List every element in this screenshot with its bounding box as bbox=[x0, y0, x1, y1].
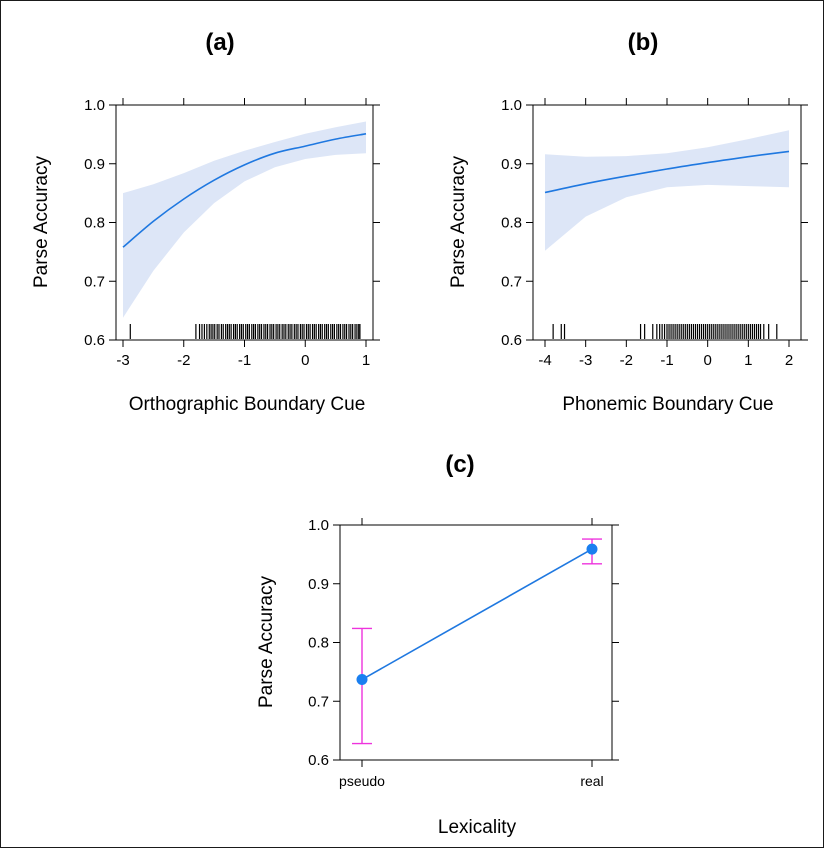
panel-b-y-tick-label: 0.8 bbox=[501, 215, 522, 232]
panel-c-x-tick-label: real bbox=[580, 773, 603, 789]
panel-a-x-axis-label: Orthographic Boundary Cue bbox=[129, 394, 366, 415]
panel-b-x-tick-label: 0 bbox=[703, 352, 711, 369]
panel-c-x-tick-label: pseudo bbox=[339, 773, 385, 789]
panel-a-y-ticks: 0.6 0.7 0.8 0.9 1.0 bbox=[84, 97, 380, 349]
panel-b: (b) 0.6 0.7 0.8 0.9 1.0 -4 -3 -2 -1 0 1 2 Parse Ac… bbox=[448, 29, 808, 415]
panel-b-y-tick-label: 0.7 bbox=[501, 273, 522, 290]
panel-b-y-tick-label: 0.6 bbox=[501, 332, 522, 349]
panel-b-x-axis-label: Phonemic Boundary Cue bbox=[562, 394, 773, 415]
panel-c-x-axis-label: Lexicality bbox=[438, 817, 517, 838]
panel-a-x-tick-label: -2 bbox=[177, 352, 190, 369]
panel-a: (a) 0.6 0.7 0.8 0.9 1.0 -3 -2 -1 0 1 Parse Accur… bbox=[31, 29, 380, 415]
panel-a-confidence-band bbox=[123, 121, 366, 318]
panel-c-y-tick-label: 0.6 bbox=[308, 752, 329, 769]
panel-a-y-tick-label: 0.6 bbox=[84, 332, 105, 349]
panel-b-fit-line bbox=[544, 150, 790, 194]
panel-a-title: (a) bbox=[205, 29, 234, 56]
panel-b-title: (b) bbox=[628, 29, 659, 56]
panel-b-x-tick-label: 2 bbox=[785, 352, 793, 369]
panel-a-x-tick-label: -3 bbox=[116, 352, 129, 369]
panel-b-y-ticks: 0.6 0.7 0.8 0.9 1.0 bbox=[501, 97, 808, 349]
panel-a-y-tick-label: 1.0 bbox=[84, 97, 105, 114]
panel-b-y-axis-label: Parse Accuracy bbox=[448, 156, 469, 288]
panel-b-x-tick-label: -4 bbox=[538, 352, 551, 369]
panel-c: (c) 0.6 0.7 0.8 0.9 1.0 pseudo real Parse Acc… bbox=[256, 451, 619, 838]
panel-b-confidence-band bbox=[545, 130, 789, 251]
panel-a-y-tick-label: 0.9 bbox=[84, 156, 105, 173]
panel-c-plot bbox=[352, 538, 602, 745]
panel-c-x-ticks: pseudo real bbox=[339, 518, 604, 789]
panel-c-y-axis-label: Parse Accuracy bbox=[256, 576, 277, 708]
panel-c-y-tick-label: 0.7 bbox=[308, 693, 329, 710]
panel-b-plot bbox=[544, 130, 790, 339]
panel-b-x-ticks: -4 -3 -2 -1 0 1 2 bbox=[538, 98, 793, 369]
panel-b-x-tick-label: 1 bbox=[744, 352, 752, 369]
panel-a-x-tick-label: 0 bbox=[301, 352, 309, 369]
panel-c-point bbox=[356, 674, 368, 686]
panel-c-title: (c) bbox=[445, 451, 474, 478]
panel-a-fit-line bbox=[122, 133, 367, 248]
panel-c-y-tick-label: 0.8 bbox=[308, 635, 329, 652]
panel-a-y-tick-label: 0.8 bbox=[84, 215, 105, 232]
panel-a-y-axis-label: Parse Accuracy bbox=[31, 156, 52, 288]
panel-a-x-ticks: -3 -2 -1 0 1 bbox=[116, 98, 370, 369]
panel-c-y-tick-label: 1.0 bbox=[308, 517, 329, 534]
panel-b-x-tick-label: -2 bbox=[620, 352, 633, 369]
panel-c-y-ticks: 0.6 0.7 0.8 0.9 1.0 bbox=[308, 517, 619, 769]
panel-b-x-tick-label: -3 bbox=[579, 352, 592, 369]
panel-b-x-tick-label: -1 bbox=[660, 352, 673, 369]
panel-a-plot bbox=[122, 121, 367, 339]
panel-b-y-tick-label: 0.9 bbox=[501, 156, 522, 173]
panel-b-y-tick-label: 1.0 bbox=[501, 97, 522, 114]
panel-c-y-tick-label: 0.9 bbox=[308, 576, 329, 593]
panel-c-point bbox=[586, 543, 598, 555]
panel-a-x-tick-label: 1 bbox=[362, 352, 370, 369]
panel-c-connect-line bbox=[361, 548, 593, 681]
panel-a-x-tick-label: -1 bbox=[238, 352, 251, 369]
panel-a-y-tick-label: 0.7 bbox=[84, 273, 105, 290]
